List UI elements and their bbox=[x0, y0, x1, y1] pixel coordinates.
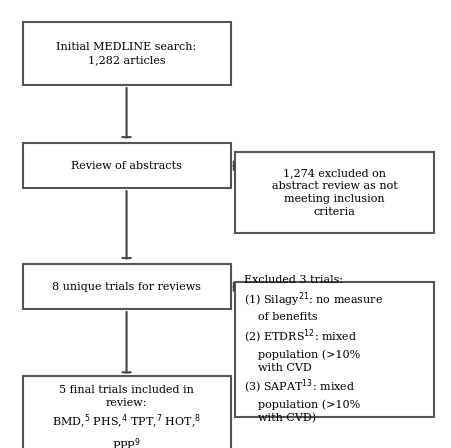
FancyBboxPatch shape bbox=[23, 376, 230, 448]
FancyBboxPatch shape bbox=[235, 152, 433, 233]
Text: Review of abstracts: Review of abstracts bbox=[71, 161, 182, 171]
Text: 5 final trials included in
review:
BMD,$^{5}$ PHS,$^{4}$ TPT,$^{7}$ HOT,$^{8}$
P: 5 final trials included in review: BMD,$… bbox=[52, 385, 201, 448]
Text: 1,274 excluded on
abstract review as not
meeting inclusion
criteria: 1,274 excluded on abstract review as not… bbox=[271, 168, 396, 217]
Text: Excluded 3 trials:
(1) Silagy$^{21}$: no measure
    of benefits
(2) ETDRS$^{12}: Excluded 3 trials: (1) Silagy$^{21}$: no… bbox=[244, 275, 382, 424]
Text: Initial MEDLINE search:
1,282 articles: Initial MEDLINE search: 1,282 articles bbox=[56, 42, 196, 65]
FancyBboxPatch shape bbox=[235, 282, 433, 417]
FancyBboxPatch shape bbox=[23, 22, 230, 85]
FancyBboxPatch shape bbox=[23, 143, 230, 188]
FancyBboxPatch shape bbox=[23, 264, 230, 309]
Text: 8 unique trials for reviews: 8 unique trials for reviews bbox=[52, 282, 201, 292]
